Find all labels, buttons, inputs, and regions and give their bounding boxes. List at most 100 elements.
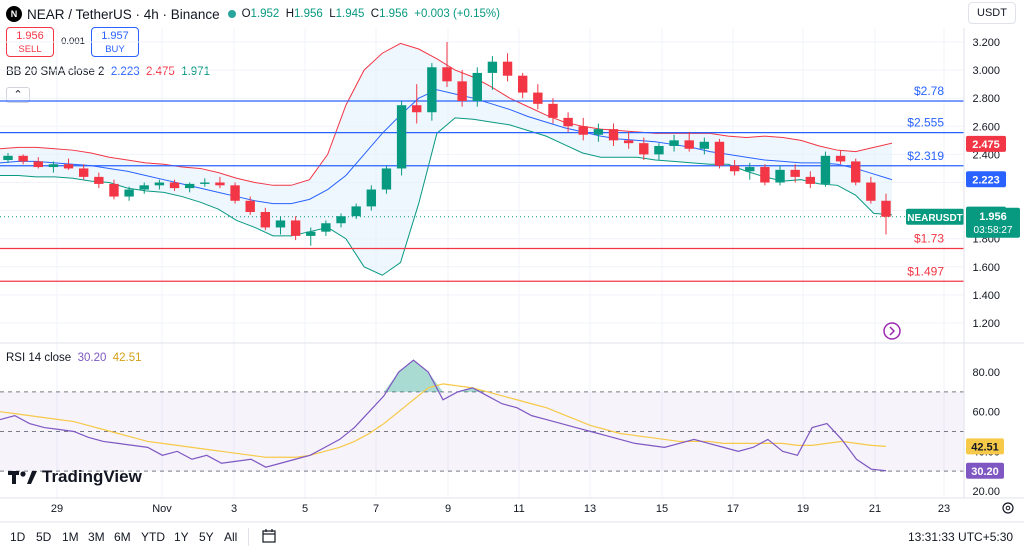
rsi-line	[0, 359, 887, 472]
y-tick-label: 3.000	[972, 65, 1000, 77]
market-open-icon	[227, 10, 236, 18]
candle	[427, 63, 437, 121]
symbol-title[interactable]: NEAR / TetherUS · 4h · Binance	[27, 6, 220, 22]
candle	[820, 151, 831, 187]
buy-price: 1.957	[101, 30, 129, 42]
bb-lower-value: 1.971	[181, 66, 210, 78]
candle	[336, 213, 346, 228]
collapse-legend-button[interactable]: ⌃	[6, 87, 30, 103]
tradingview-wordmark: TradingView	[42, 467, 142, 486]
candle	[745, 162, 755, 180]
y-tick-label: 2.400	[972, 149, 1000, 161]
x-tick-label: 7	[373, 503, 379, 515]
gear-icon[interactable]	[1002, 502, 1014, 514]
level-label: $2.555	[907, 116, 944, 130]
rsi-ma-value: 42.51	[112, 352, 142, 364]
level-label: $1.497	[907, 264, 944, 278]
candle	[578, 117, 588, 141]
x-tick-label: Nov	[152, 503, 172, 515]
currency-button[interactable]: USDT	[968, 2, 1016, 24]
bollinger-lower-line	[0, 117, 893, 276]
rsi-badge-text: 30.20	[971, 466, 999, 478]
symbol-tag-text: NEARUSDT	[907, 213, 963, 224]
candle	[245, 196, 255, 215]
candle	[502, 53, 513, 82]
tf-1y[interactable]: 1Y	[174, 530, 189, 544]
tf-5y[interactable]: 5Y	[199, 530, 214, 544]
candle	[623, 131, 634, 149]
ohlc-readout: O1.952 H1.956 L1.945 C1.956 +0.003 (+0.1…	[241, 8, 500, 20]
last-price-text: 1.956	[979, 211, 1007, 223]
rsi-overbought-fill	[383, 360, 488, 392]
candle	[200, 178, 210, 187]
bb-upper-value: 2.475	[146, 66, 175, 78]
candle	[366, 185, 377, 211]
tf-1m[interactable]: 1M	[62, 530, 79, 544]
level-label: $2.78	[914, 84, 944, 98]
bollinger-upper-line	[0, 42, 893, 186]
change-readout: +0.003 (+0.15%)	[414, 8, 500, 20]
tf-5d[interactable]: 5D	[36, 530, 52, 544]
tf-1d[interactable]: 1D	[10, 530, 26, 544]
tf-3m[interactable]: 3M	[88, 530, 105, 544]
candle	[866, 176, 876, 204]
clock-readout[interactable]: 13:31:33 UTC+5:30	[908, 530, 1014, 544]
candle	[109, 179, 119, 200]
candle	[412, 84, 422, 124]
x-tick-label: 11	[513, 503, 524, 515]
candle	[881, 193, 891, 235]
candle	[78, 164, 89, 180]
candle	[154, 179, 165, 190]
candle	[669, 134, 679, 152]
candle	[729, 160, 740, 176]
candle	[835, 150, 846, 165]
rsi-legend[interactable]: RSI 14 close 30.20 42.51	[6, 352, 142, 364]
x-tick-label: 21	[869, 503, 881, 515]
candle	[215, 176, 225, 189]
candle	[805, 171, 816, 189]
candle	[18, 154, 28, 165]
x-tick-label: 19	[797, 503, 809, 515]
tf-ytd[interactable]: YTD	[141, 530, 165, 544]
tf-all[interactable]: All	[224, 530, 238, 544]
rsi-ma-line	[0, 383, 887, 458]
candle	[260, 207, 271, 231]
chart-header: N NEAR / TetherUS · 4h · Binance O1.952 …	[6, 5, 500, 23]
x-tick-label: 13	[584, 503, 596, 515]
candle	[472, 67, 482, 107]
candle	[533, 84, 543, 110]
tf-6m[interactable]: 6M	[114, 530, 131, 544]
rsi-badge	[966, 462, 1004, 479]
candle	[851, 158, 861, 186]
candle	[169, 179, 180, 191]
candle	[790, 164, 800, 183]
rsi-y-tick: 60.00	[972, 407, 1000, 419]
candle	[230, 182, 240, 204]
candle	[457, 70, 467, 107]
candle	[321, 220, 331, 236]
calendar-icon	[262, 529, 276, 543]
y-tick-label: 1.400	[972, 290, 1000, 302]
price-badge-upper	[966, 135, 1006, 152]
sell-price: 1.956	[16, 30, 44, 42]
candle	[33, 157, 43, 169]
candle	[306, 227, 316, 246]
tradingview-logo: TradingView	[8, 464, 142, 490]
toolbar-divider	[248, 528, 249, 546]
sell-label: SELL	[18, 44, 42, 55]
x-tick-label: 23	[938, 503, 950, 515]
alert-icon[interactable]	[883, 322, 901, 340]
price-badge-text: 2.223	[972, 174, 1000, 186]
y-tick-label: 1.600	[972, 262, 1000, 274]
x-tick-label: 5	[302, 503, 308, 515]
candle	[442, 42, 452, 87]
candle	[699, 137, 710, 155]
candle	[593, 123, 604, 142]
date-range-button[interactable]	[262, 529, 278, 543]
candle	[184, 182, 195, 193]
bb-legend[interactable]: BB 20 SMA close 2 2.223 2.475 1.971	[6, 66, 210, 78]
candle	[487, 56, 498, 90]
candle	[563, 112, 573, 132]
last-price-badge	[966, 207, 1020, 238]
